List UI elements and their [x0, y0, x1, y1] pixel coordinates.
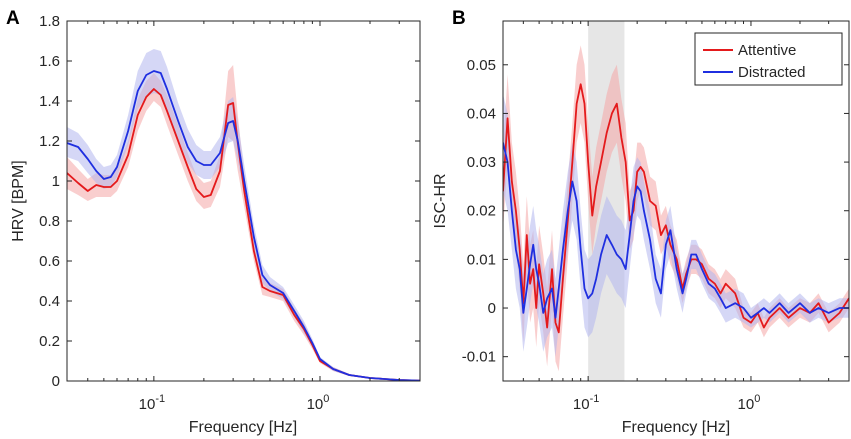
panel-a-xtick-label: 10-1 [139, 393, 165, 413]
panel-a-lines [67, 70, 420, 381]
legend-attentive-label: Attentive [738, 42, 796, 59]
panel-a-xtick-label: 100 [307, 393, 330, 413]
panel-a-ytick-label: 0.8 [39, 213, 60, 230]
legend-distracted-label: Distracted [738, 64, 806, 81]
panel-b-ticks: -0.01 0 0.01 0.02 0.03 0.04 0.05 10-1 100 [462, 21, 850, 413]
panel-a-ytick-label: 1.6 [39, 53, 60, 70]
panel-b-ytick-label: 0 [488, 300, 496, 317]
panel-b-bands [503, 45, 849, 372]
panel-a-ytick-label: 0.6 [39, 253, 60, 270]
panel-b-axes-box [502, 20, 850, 382]
panel-a-ylabel: HRV [BPM] [10, 160, 27, 242]
panel-a-bands [67, 49, 420, 381]
panel-b-ylabel: ISC-HR [432, 173, 449, 228]
panel-a-axes-box [66, 20, 421, 382]
panel-a-ytick-label: 0 [52, 373, 60, 390]
panel-b-xtick-label: 10-1 [573, 393, 599, 413]
panel-a-ytick-label: 1.4 [39, 93, 60, 110]
panel-b-ytick-label: 0.04 [467, 105, 496, 122]
panel-b-ytick-label: 0.03 [467, 154, 496, 171]
panel-a-series-0-band [67, 65, 420, 381]
panel-a-series-1-band [67, 49, 420, 381]
panel-b-lines [503, 83, 849, 334]
legend-box [694, 32, 843, 86]
panel-b-chart: -0.01 0 0.01 0.02 0.03 0.04 0.05 10-1 100 Freque… [432, 20, 850, 436]
legend: Attentive Distracted [694, 32, 843, 86]
panel-b-ytick-label: 0.02 [467, 203, 496, 220]
panel-a-xlabel: Frequency [Hz] [189, 419, 297, 436]
panel-b-letter: B [452, 8, 466, 29]
panel-b-series-1-band [503, 93, 849, 357]
panel-a-ytick-label: 1.2 [39, 133, 60, 150]
panel-b-series-0-line [503, 83, 849, 334]
panel-b-xtick-label: 100 [738, 393, 761, 413]
panel-a-ytick-label: 1.8 [39, 13, 60, 30]
panel-a-letter: A [6, 8, 20, 29]
panel-a-ytick-label: 0.2 [39, 333, 60, 350]
panel-b-series-1-line [503, 142, 849, 319]
panel-a-ytick-label: 0.4 [39, 293, 60, 310]
panel-a-series-1-line [67, 70, 420, 381]
panel-a-series-0-line [67, 88, 420, 381]
panel-b-ytick-label: -0.01 [462, 349, 496, 366]
panel-a-ytick-label: 1 [52, 173, 60, 190]
panel-b-ytick-label: 0.01 [467, 251, 496, 268]
panel-a-ticks: 0 0.2 0.4 0.6 0.8 1 1.2 1.4 1.6 1.8 10-1 100 [39, 13, 421, 413]
panel-b-ytick-label: 0.05 [467, 57, 496, 74]
panel-a-chart: 0 0.2 0.4 0.6 0.8 1 1.2 1.4 1.6 1.8 10-1 100 Freque… [10, 13, 421, 436]
panel-b-xlabel: Frequency [Hz] [622, 419, 730, 436]
